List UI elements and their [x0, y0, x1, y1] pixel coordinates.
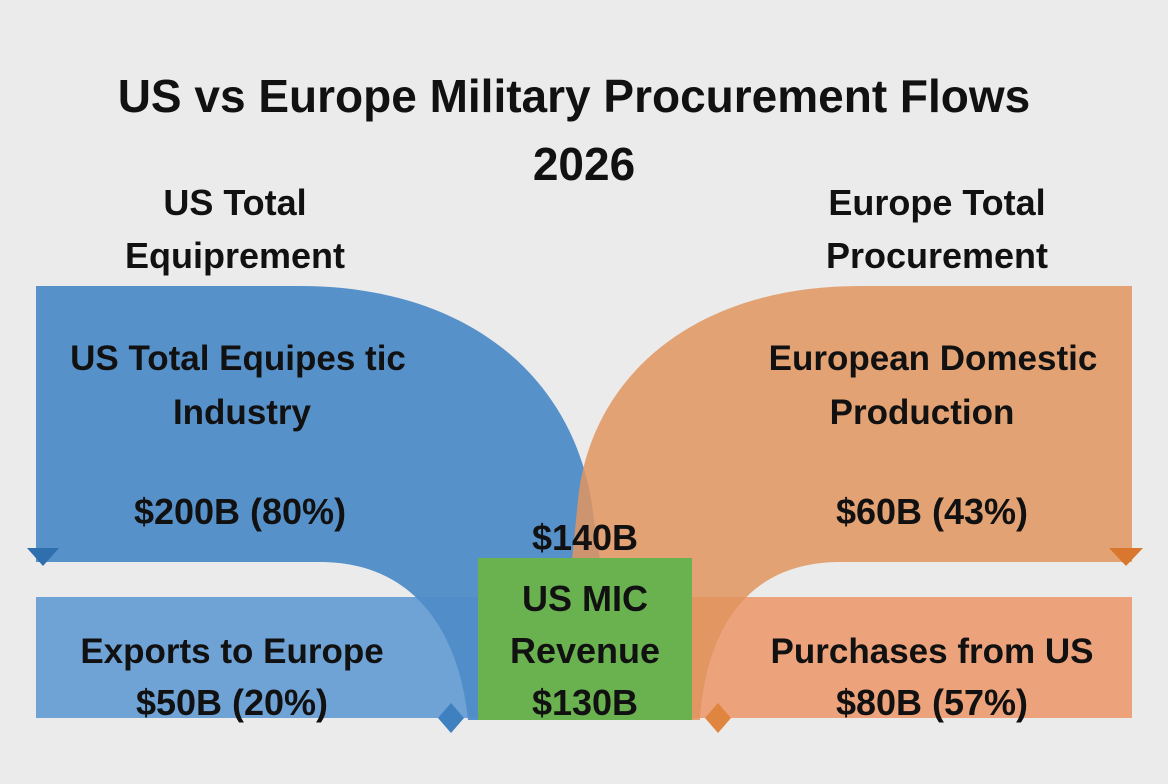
us-domestic-flow	[36, 286, 600, 720]
flow-value-label: $140B	[532, 517, 638, 558]
us-domestic-label-line2: Industry	[173, 393, 312, 432]
eu-domestic-arrow-icon	[1109, 548, 1143, 566]
us-domestic-arrow-icon	[27, 548, 59, 566]
right-header-line1: Europe Total	[828, 182, 1045, 223]
us-exports-diamond-icon	[438, 703, 464, 733]
us-exports-band	[36, 597, 478, 718]
left-header-line2: Equiprement	[125, 235, 345, 276]
title-line2: 2026	[533, 138, 635, 190]
us-mic-label-line1: US MIC	[522, 578, 648, 619]
eu-purchases-label: Purchases from US	[771, 632, 1094, 671]
left-header-line1: US Total	[163, 182, 306, 223]
eu-domestic-value: $60B (43%)	[836, 491, 1028, 532]
us-exports-value: $50B (20%)	[136, 682, 328, 723]
us-exports-label: Exports to Europe	[80, 632, 383, 671]
title-line1: US vs Europe Military Procurement Flows	[118, 70, 1031, 122]
eu-purchases-diamond-icon	[705, 703, 731, 733]
us-domestic-value: $200B (80%)	[134, 491, 346, 532]
us-domestic-label-line1: US Total Equipes tic	[70, 339, 406, 378]
eu-purchases-band	[692, 597, 1132, 718]
us-mic-value: $130B	[532, 682, 638, 723]
us-mic-label-line2: Revenue	[510, 630, 660, 671]
us-mic-node	[478, 558, 692, 720]
right-header-line2: Procurement	[826, 235, 1048, 276]
eu-purchases-value: $80B (57%)	[836, 682, 1028, 723]
eu-domestic-label-line1: European Domestic	[769, 339, 1098, 378]
eu-domestic-label-line2: Production	[830, 393, 1015, 432]
eu-domestic-flow	[572, 286, 1132, 720]
